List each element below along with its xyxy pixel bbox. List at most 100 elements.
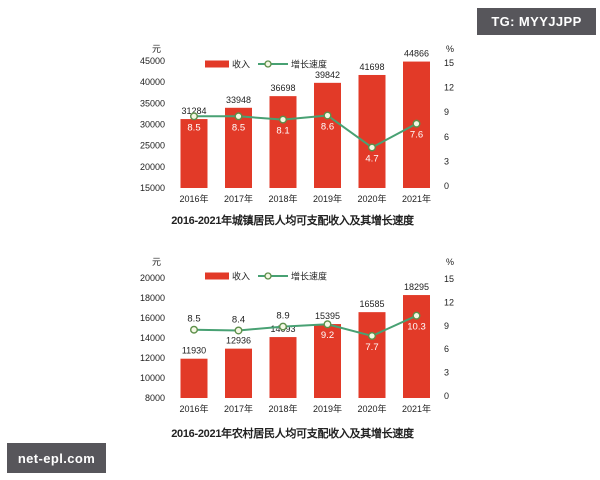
legend-growth-marker: [264, 272, 272, 280]
legend-income-swatch: [205, 60, 229, 68]
right-axis-tick-label: 3: [444, 156, 449, 166]
right-axis-tick-label: 0: [444, 391, 449, 401]
right-axis-tick-label: 9: [444, 321, 449, 331]
growth-value-label: 7.7: [365, 342, 378, 353]
growth-point-marker: [234, 112, 243, 121]
income-bar: [180, 119, 208, 188]
left-axis-tick-label: 18000: [140, 293, 165, 303]
growth-value-label: 10.3: [407, 322, 426, 333]
income-bar: [225, 348, 252, 398]
right-axis-tick-label: 6: [444, 344, 449, 354]
legend-growth-label: 增长速度: [291, 59, 327, 70]
growth-value-label: 8.5: [232, 122, 245, 133]
right-axis-tick-label: 6: [444, 132, 449, 142]
income-bar: [180, 358, 208, 398]
right-axis-unit-label: %: [446, 257, 454, 267]
bar-value-label: 39842: [315, 70, 340, 80]
bar-value-label: 15395: [315, 311, 340, 321]
growth-point-marker: [323, 111, 332, 120]
left-axis-tick-label: 15000: [140, 183, 165, 193]
bar-value-label: 36698: [270, 83, 295, 93]
right-axis-unit-label: %: [446, 44, 454, 54]
growth-point-marker: [279, 115, 288, 124]
legend-growth-marker: [264, 60, 272, 68]
left-axis-unit-label: 元: [152, 44, 161, 54]
bar-value-label: 41698: [359, 62, 384, 72]
right-axis-tick-label: 9: [444, 107, 449, 117]
bar-value-label: 11930: [182, 346, 206, 356]
bar-value-label: 12936: [226, 336, 251, 346]
growth-point-marker: [368, 331, 377, 340]
growth-value-label: 7.6: [410, 130, 423, 141]
x-axis-category-label: 2019年: [313, 193, 342, 204]
growth-value-label: 8.5: [187, 122, 200, 133]
growth-point-marker: [189, 325, 198, 334]
growth-point-marker: [189, 112, 198, 121]
left-axis-tick-label: 25000: [140, 141, 165, 151]
right-axis-tick-label: 12: [444, 83, 454, 93]
growth-value-label: 8.6: [321, 121, 334, 132]
growth-point-marker: [323, 320, 332, 329]
x-axis-category-label: 2017年: [224, 403, 253, 414]
right-axis-tick-label: 0: [444, 181, 449, 191]
legend-income-swatch: [205, 272, 229, 280]
left-axis-tick-label: 40000: [140, 77, 165, 87]
x-axis-category-label: 2021年: [402, 403, 431, 414]
x-axis-category-label: 2016年: [179, 403, 208, 414]
urban-chart-title: 2016-2021年城镇居民人均可支配收入及其增长速度: [171, 215, 414, 227]
growth-point-marker: [368, 143, 377, 152]
left-axis-tick-label: 45000: [140, 56, 165, 66]
growth-value-label: 8.9: [276, 311, 289, 322]
left-axis-tick-label: 16000: [140, 313, 165, 323]
x-axis-category-label: 2021年: [402, 193, 431, 204]
rural-chart-title: 2016-2021年农村居民人均可支配收入及其增长速度: [171, 428, 414, 440]
bar-value-label: 16585: [359, 299, 384, 309]
income-bar: [314, 82, 341, 188]
x-axis-category-label: 2020年: [357, 193, 386, 204]
growth-point-marker: [412, 119, 421, 128]
growth-point-marker: [234, 326, 243, 335]
left-axis-tick-label: 10000: [140, 373, 165, 383]
income-bar: [358, 74, 386, 188]
left-axis-tick-label: 8000: [145, 393, 165, 403]
right-axis-tick-label: 12: [444, 297, 454, 307]
x-axis-category-label: 2018年: [268, 403, 297, 414]
bar-value-label: 33948: [226, 95, 251, 105]
income-bar: [269, 337, 297, 398]
left-axis-tick-label: 30000: [140, 120, 165, 130]
legend-income-label: 收入: [232, 271, 250, 282]
left-axis-tick-label: 35000: [140, 98, 165, 108]
legend-income-label: 收入: [232, 59, 250, 70]
site-watermark-badge: net-epl.com: [7, 443, 106, 473]
x-axis-category-label: 2016年: [179, 193, 208, 204]
growth-rate-line: [193, 314, 417, 337]
income-bar: [225, 107, 252, 188]
tg-watermark-badge: TG: MYYJJPP: [477, 8, 596, 35]
growth-value-label: 9.2: [321, 330, 334, 341]
x-axis-category-label: 2017年: [224, 193, 253, 204]
right-axis-tick-label: 15: [444, 58, 454, 68]
growth-point-marker: [279, 322, 288, 331]
income-bar: [269, 96, 297, 188]
left-axis-tick-label: 14000: [140, 333, 165, 343]
bar-value-label: 18295: [404, 282, 429, 292]
income-bar: [403, 295, 430, 398]
left-axis-tick-label: 20000: [140, 273, 165, 283]
growth-value-label: 8.5: [187, 314, 200, 325]
right-axis-tick-label: 3: [444, 368, 449, 378]
left-axis-unit-label: 元: [152, 257, 161, 267]
growth-value-label: 8.4: [232, 314, 245, 325]
growth-point-marker: [412, 311, 421, 320]
urban-chart: 元 %15000200002500030000350004000045000036…: [140, 44, 454, 204]
income-bar: [314, 324, 341, 398]
bar-value-label: 44866: [404, 49, 429, 59]
left-axis-tick-label: 20000: [140, 162, 165, 172]
legend-growth-label: 增长速度: [291, 271, 327, 282]
x-axis-category-label: 2018年: [268, 193, 297, 204]
left-axis-tick-label: 12000: [140, 353, 165, 363]
income-bar: [358, 312, 386, 398]
growth-rate-line: [194, 114, 417, 149]
growth-value-label: 8.1: [276, 126, 289, 137]
